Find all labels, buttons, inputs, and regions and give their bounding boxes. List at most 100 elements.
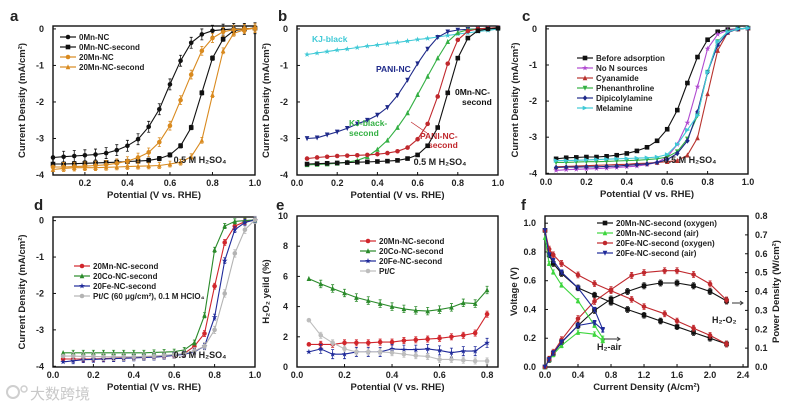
data-point: [584, 163, 589, 170]
data-point: [334, 47, 341, 53]
legend-label: 20Mn-NC-second (air): [616, 229, 699, 238]
data-point: [724, 341, 729, 347]
data-point: [405, 145, 410, 150]
power-point: [592, 299, 597, 304]
y-tick-label: 0.0: [523, 362, 536, 372]
legend-marker: [582, 95, 588, 101]
data-point: [675, 107, 680, 113]
data-point: [210, 91, 215, 97]
data-point: [435, 35, 440, 41]
data-point: [437, 336, 442, 341]
plot-frame: [296, 215, 499, 368]
annotation: 0.5 M H₂SO₄: [174, 350, 227, 360]
power-point: [575, 316, 581, 321]
panel-label: a: [10, 8, 19, 25]
legend-marker: [365, 248, 371, 254]
data-point: [135, 155, 141, 160]
legend-label: 20Co-NC-second: [93, 272, 158, 281]
data-point: [182, 351, 187, 356]
data-point: [691, 330, 696, 335]
data-point: [318, 281, 324, 287]
y-tick-label: 8: [283, 241, 288, 251]
y-tick-label: 0: [283, 362, 288, 372]
x-tick-label: 1.6: [671, 370, 684, 380]
data-point: [675, 150, 680, 157]
data-point: [188, 125, 194, 130]
data-point: [495, 25, 501, 31]
panel-b: b 0.0 0.2 0.4 0.6 0.8 1.0 -4 -3 -2 -1 0 Potential (V…: [261, 8, 504, 201]
data-point: [167, 152, 173, 158]
y-tick-label: -2: [529, 96, 537, 106]
data-point: [624, 156, 630, 161]
y2-tick-label: 0.1: [755, 343, 768, 353]
data-point: [178, 159, 183, 165]
data-point: [707, 333, 713, 338]
series-melamine: Melamine: [553, 25, 751, 163]
arrow-right-icon: [732, 300, 744, 306]
data-point: [685, 152, 690, 158]
legend-label: 0Mn-NC: [79, 33, 109, 42]
legend-label: Phenanthroline: [596, 84, 655, 93]
data-point: [413, 337, 419, 343]
x-tick-label: 2.4: [737, 370, 750, 380]
data-point: [60, 353, 66, 359]
legend-marker: [365, 268, 371, 274]
data-point: [563, 164, 569, 170]
series-pt-c-60-g-cm-0-1-m-hclo-: Pt/C (60 μg/cm²), 0.1 M HClO₄: [60, 215, 258, 361]
data-point: [563, 155, 569, 161]
y2-axis-title: Power Density (W/cm²): [771, 240, 782, 343]
series-label: PANI-NC-: [420, 131, 458, 141]
data-point: [553, 156, 559, 162]
data-point: [365, 340, 371, 346]
x-axis-title: Potential (V vs. RHE): [600, 189, 694, 200]
data-point: [199, 32, 205, 37]
data-point: [121, 354, 126, 360]
legend-marker: [602, 230, 608, 236]
data-point: [395, 93, 400, 99]
y-axis-title: Current Density (mA/cm²): [17, 43, 28, 158]
data-point: [542, 228, 548, 234]
data-point: [344, 46, 351, 52]
data-point: [694, 83, 701, 90]
plot-frame: [52, 25, 256, 176]
data-point: [575, 298, 581, 304]
x-axis-title: Potential (V vs. RHE): [107, 382, 201, 393]
data-point: [705, 69, 711, 75]
data-point: [232, 218, 238, 224]
data-point: [405, 156, 410, 161]
y-tick-label: 0.8: [523, 247, 536, 257]
data-point: [330, 285, 335, 291]
data-point: [324, 161, 330, 166]
x-tick-label: 0.2: [580, 177, 593, 187]
data-point: [242, 227, 248, 233]
data-point: [644, 155, 650, 161]
x-axis-title: Potential (V vs. RHE): [351, 190, 445, 201]
data-point: [304, 51, 310, 57]
x-tick-label: 0.2: [338, 370, 351, 380]
series-label: second: [428, 140, 458, 150]
legend-marker: [582, 75, 588, 81]
legend-marker: [602, 220, 608, 226]
data-point: [355, 152, 360, 158]
data-point: [50, 166, 56, 172]
panel-label: d: [34, 197, 43, 214]
data-point: [401, 306, 407, 312]
data-point: [306, 348, 312, 355]
series-label: second: [349, 128, 379, 138]
legend-marker: [582, 65, 588, 71]
data-point: [550, 252, 556, 258]
data-point: [705, 37, 710, 43]
panel-f: f 0.0 0.4 0.8 1.2 1.6 2.0 2.4 0.0 0.2 0.4 0.6 0.8 1.0…: [509, 197, 782, 393]
data-point: [125, 158, 130, 164]
data-point: [592, 292, 597, 298]
data-point: [436, 347, 443, 353]
y-tick-label: -4: [280, 170, 288, 180]
y-tick-label: -1: [280, 60, 288, 70]
panel-label: c: [522, 8, 530, 25]
data-point: [60, 350, 66, 356]
data-point: [435, 55, 440, 61]
data-point: [715, 47, 720, 53]
data-point: [705, 91, 710, 97]
data-point: [550, 258, 556, 264]
data-point: [641, 304, 647, 309]
